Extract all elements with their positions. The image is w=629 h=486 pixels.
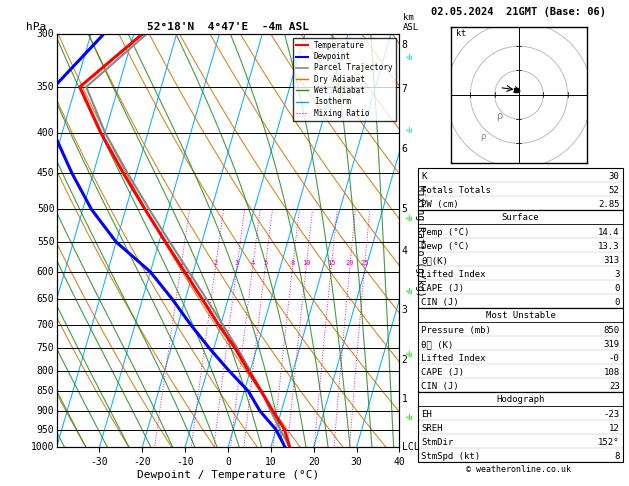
Text: © weatheronline.co.uk: © weatheronline.co.uk: [467, 465, 571, 474]
Text: km
ASL: km ASL: [403, 13, 419, 32]
Text: -0: -0: [609, 354, 620, 363]
X-axis label: Dewpoint / Temperature (°C): Dewpoint / Temperature (°C): [137, 469, 319, 480]
Text: CIN (J): CIN (J): [421, 298, 459, 307]
Text: 7: 7: [401, 84, 408, 94]
Text: 23: 23: [609, 382, 620, 391]
Text: 550: 550: [37, 237, 55, 247]
Text: LCL: LCL: [401, 442, 419, 452]
Text: 13.3: 13.3: [598, 242, 620, 251]
Text: Lifted Index: Lifted Index: [421, 354, 486, 363]
Text: CAPE (J): CAPE (J): [421, 368, 464, 377]
Text: 700: 700: [37, 320, 55, 330]
Text: 20: 20: [346, 260, 354, 266]
Text: 5: 5: [264, 260, 267, 266]
Text: Surface: Surface: [502, 213, 539, 222]
Text: 3: 3: [235, 260, 239, 266]
Text: »: »: [401, 124, 416, 139]
Text: 02.05.2024  21GMT (Base: 06): 02.05.2024 21GMT (Base: 06): [431, 7, 606, 17]
Text: 8: 8: [401, 40, 408, 50]
Text: 850: 850: [603, 326, 620, 335]
Text: 108: 108: [603, 368, 620, 377]
Text: 4: 4: [251, 260, 255, 266]
Y-axis label: Mixing Ratio (g/kg): Mixing Ratio (g/kg): [415, 185, 425, 296]
Text: PW (cm): PW (cm): [421, 200, 459, 209]
Text: StmSpd (kt): StmSpd (kt): [421, 452, 481, 461]
Text: 2.85: 2.85: [598, 200, 620, 209]
Text: 450: 450: [37, 168, 55, 178]
Text: 400: 400: [37, 128, 55, 138]
Text: 800: 800: [37, 365, 55, 376]
Text: SREH: SREH: [421, 424, 443, 433]
Text: 152°: 152°: [598, 438, 620, 447]
Text: Temp (°C): Temp (°C): [421, 228, 470, 237]
Title: 52°18'N  4°47'E  -4m ASL: 52°18'N 4°47'E -4m ASL: [147, 22, 309, 32]
Text: θᴇ(K): θᴇ(K): [421, 256, 448, 265]
Text: 600: 600: [37, 267, 55, 277]
Text: 6: 6: [401, 144, 408, 155]
Text: 500: 500: [37, 204, 55, 214]
Text: 1: 1: [401, 394, 408, 404]
Text: 313: 313: [603, 256, 620, 265]
Text: 1: 1: [179, 260, 183, 266]
Text: 900: 900: [37, 406, 55, 416]
Text: 1000: 1000: [31, 442, 55, 452]
Text: 4: 4: [401, 246, 408, 256]
Text: Dewp (°C): Dewp (°C): [421, 242, 470, 251]
Text: θᴇ (K): θᴇ (K): [421, 340, 454, 349]
Text: »: »: [401, 411, 416, 425]
Text: hPa: hPa: [26, 22, 46, 32]
Text: Totals Totals: Totals Totals: [421, 186, 491, 195]
Text: 2: 2: [401, 355, 408, 364]
Text: Lifted Index: Lifted Index: [421, 270, 486, 279]
Text: 750: 750: [37, 344, 55, 353]
Text: »: »: [401, 284, 416, 299]
Text: 3: 3: [401, 305, 408, 315]
Text: CAPE (J): CAPE (J): [421, 284, 464, 293]
Text: »: »: [401, 211, 416, 226]
Text: 350: 350: [37, 82, 55, 92]
Text: 8: 8: [614, 452, 620, 461]
Text: 25: 25: [360, 260, 369, 266]
Text: 650: 650: [37, 295, 55, 304]
Text: »: »: [401, 347, 416, 362]
Text: -23: -23: [603, 410, 620, 419]
Text: 5: 5: [401, 204, 408, 214]
Text: 52: 52: [609, 186, 620, 195]
Text: 8: 8: [291, 260, 295, 266]
Text: K: K: [421, 172, 427, 181]
Text: 10: 10: [302, 260, 311, 266]
Text: StmDir: StmDir: [421, 438, 454, 447]
Text: 319: 319: [603, 340, 620, 349]
Text: Pressure (mb): Pressure (mb): [421, 326, 491, 335]
Text: 12: 12: [609, 424, 620, 433]
Text: 2: 2: [213, 260, 218, 266]
Text: 950: 950: [37, 424, 55, 434]
Text: 300: 300: [37, 29, 55, 39]
Text: 0: 0: [614, 298, 620, 307]
Text: 0: 0: [614, 284, 620, 293]
Text: ρ: ρ: [480, 132, 485, 140]
Text: 3: 3: [614, 270, 620, 279]
Text: Most Unstable: Most Unstable: [486, 311, 555, 320]
Text: 14.4: 14.4: [598, 228, 620, 237]
Text: Hodograph: Hodograph: [496, 395, 545, 404]
Text: CIN (J): CIN (J): [421, 382, 459, 391]
Text: EH: EH: [421, 410, 432, 419]
Legend: Temperature, Dewpoint, Parcel Trajectory, Dry Adiabat, Wet Adiabat, Isotherm, Mi: Temperature, Dewpoint, Parcel Trajectory…: [293, 38, 396, 121]
Text: ρ: ρ: [496, 111, 503, 121]
Text: »: »: [401, 51, 416, 66]
Text: kt: kt: [456, 30, 465, 38]
Text: 30: 30: [609, 172, 620, 181]
Text: 850: 850: [37, 386, 55, 397]
Text: 15: 15: [327, 260, 336, 266]
